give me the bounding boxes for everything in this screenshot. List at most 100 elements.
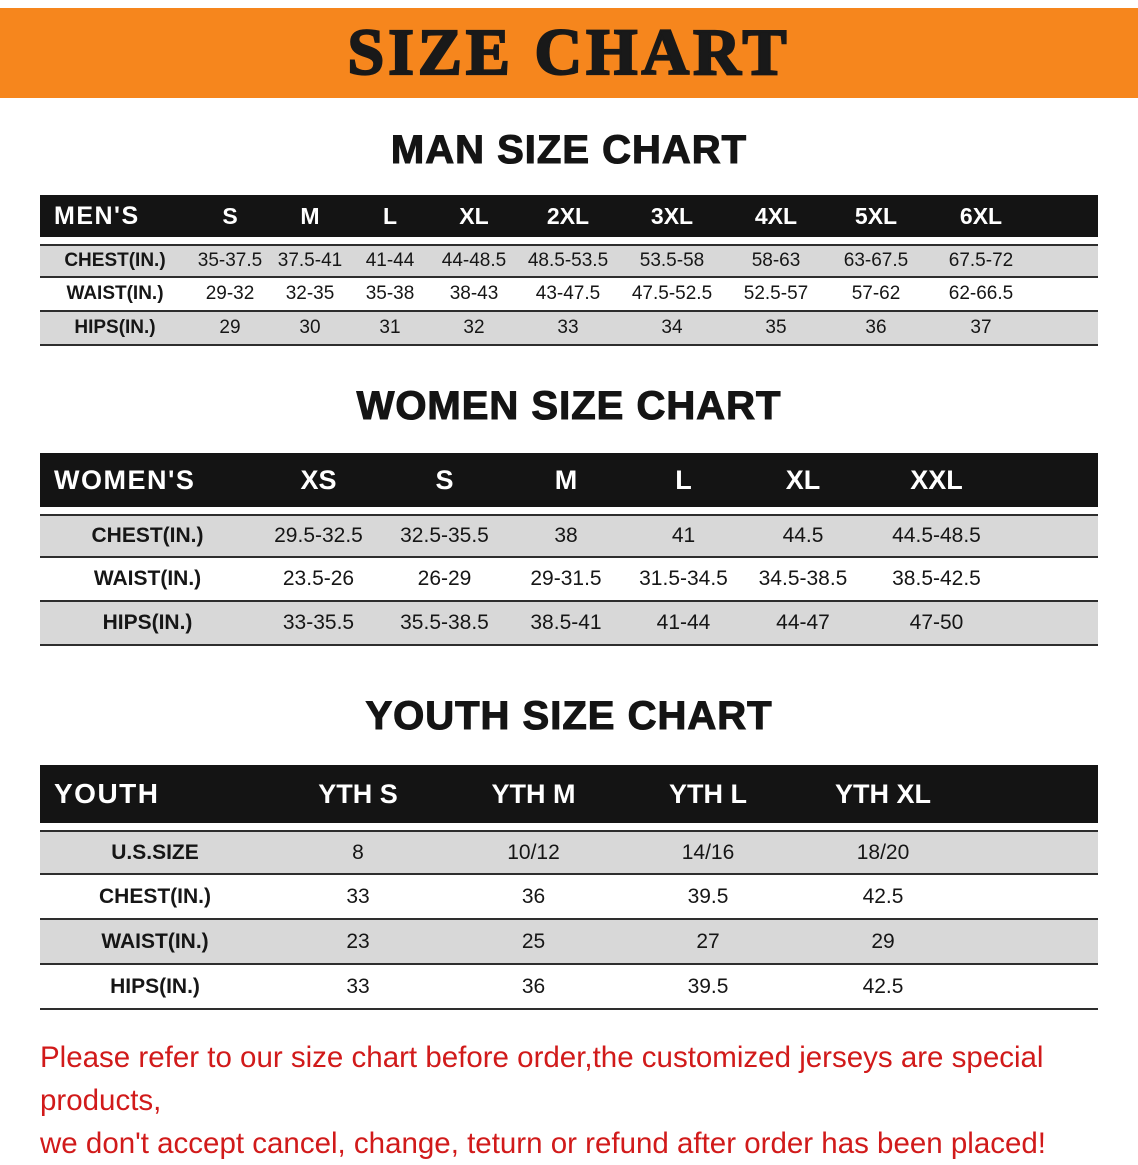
size-value: 42.5 xyxy=(862,884,904,908)
column-header: YTH M xyxy=(491,778,576,809)
size-value: 32 xyxy=(463,317,485,338)
size-value: 44-47 xyxy=(776,611,830,634)
size-value: 35.5-38.5 xyxy=(400,611,489,634)
column-header: XXL xyxy=(910,464,963,495)
size-value: 25 xyxy=(521,929,546,953)
size-value: 43-47.5 xyxy=(535,283,601,304)
size-value: 42.5 xyxy=(862,974,904,998)
size-value: 44.5-48.5 xyxy=(892,524,981,547)
row-label: HIPS(IN.) xyxy=(74,317,156,338)
column-header: L xyxy=(675,464,692,495)
size-value: 53.5-58 xyxy=(639,250,705,271)
table-row: CHEST(IN.) 33 36 39.5 42.5 xyxy=(40,875,1098,920)
row-label: U.S.SIZE xyxy=(111,840,199,864)
size-value: 58-63 xyxy=(751,250,801,271)
size-value: 48.5-53.5 xyxy=(527,250,609,271)
table-row: U.S.SIZE 8 10/12 14/16 18/20 xyxy=(40,830,1098,875)
size-value: 23 xyxy=(346,929,370,953)
youth-size-table: YOUTH YTH S YTH M YTH L YTH XL U.S.SIZE 8 10/12… xyxy=(40,765,1098,1010)
size-value: 52.5-57 xyxy=(743,283,809,304)
man-size-chart-section: MAN SIZE CHART MEN'S S M L XL 2XL 3XL 4XL 5XL 6XL… xyxy=(40,127,1098,346)
row-label: WAIST(IN.) xyxy=(93,567,202,590)
column-header: L xyxy=(382,202,398,229)
size-value: 44-48.5 xyxy=(441,250,507,271)
row-label: CHEST(IN.) xyxy=(91,524,204,547)
column-header: S xyxy=(435,464,454,495)
size-value: 41 xyxy=(671,524,696,547)
size-value: 63-67.5 xyxy=(843,250,909,271)
row-label: HIPS(IN.) xyxy=(102,611,193,634)
row-label: WAIST(IN.) xyxy=(101,929,209,953)
size-value: 29-32 xyxy=(205,283,255,304)
size-value: 47-50 xyxy=(909,611,964,634)
title-banner: SIZE CHART xyxy=(0,8,1138,98)
disclaimer: Please refer to our size chart before or… xyxy=(40,1036,1096,1165)
column-header: YTH XL xyxy=(834,778,931,809)
size-value: 35 xyxy=(765,317,787,338)
size-value: 33-35.5 xyxy=(282,611,355,634)
table-corner-label: WOMEN'S xyxy=(54,464,196,495)
size-value: 14/16 xyxy=(681,840,735,864)
column-header: 2XL xyxy=(546,202,590,229)
column-header: 5XL xyxy=(854,202,898,229)
size-value: 30 xyxy=(299,317,321,338)
size-value: 37 xyxy=(970,317,992,338)
size-value: 38.5-42.5 xyxy=(892,567,981,590)
size-value: 38-43 xyxy=(449,283,499,304)
size-value: 41-44 xyxy=(656,611,711,634)
page-title: SIZE CHART xyxy=(346,15,791,90)
column-header: XL xyxy=(459,202,489,229)
size-value: 31.5-34.5 xyxy=(639,567,728,590)
size-value: 32-35 xyxy=(285,283,335,304)
size-value: 34 xyxy=(661,317,683,338)
row-label: HIPS(IN.) xyxy=(110,974,200,998)
column-header: S xyxy=(222,202,238,229)
size-value: 36 xyxy=(865,317,887,338)
column-header: YTH L xyxy=(669,778,747,809)
table-header-row: YOUTH YTH S YTH M YTH L YTH XL xyxy=(40,765,1098,823)
table-corner-label: MEN'S xyxy=(54,201,140,230)
size-value: 18/20 xyxy=(856,840,910,864)
column-header: 6XL xyxy=(959,202,1003,229)
size-value: 27 xyxy=(696,929,720,953)
column-header: XL xyxy=(785,464,821,495)
column-header: XS xyxy=(300,464,337,495)
row-label: CHEST(IN.) xyxy=(64,250,166,271)
size-value: 33 xyxy=(346,974,370,998)
size-value: 26-29 xyxy=(417,567,472,590)
table-row: HIPS(IN.) 33 36 39.5 42.5 xyxy=(40,965,1098,1010)
table-row: CHEST(IN.) 35-37.5 37.5-41 41-44 44-48.5 48.5… xyxy=(40,244,1098,278)
size-value: 62-66.5 xyxy=(948,283,1014,304)
table-corner-label: YOUTH xyxy=(54,778,160,809)
size-value: 36 xyxy=(521,974,546,998)
size-value: 41-44 xyxy=(365,250,415,271)
table-row: WAIST(IN.) 29-32 32-35 35-38 38-43 43-47.5 47.… xyxy=(40,278,1098,312)
size-value: 29 xyxy=(219,317,241,338)
size-value: 35-38 xyxy=(365,283,415,304)
row-label: CHEST(IN.) xyxy=(99,884,211,908)
size-value: 34.5-38.5 xyxy=(758,567,848,590)
disclaimer-line-2: we don't accept cancel, change, teturn o… xyxy=(40,1127,1046,1160)
size-value: 39.5 xyxy=(687,974,729,998)
column-header: M xyxy=(554,464,578,495)
size-value: 44.5 xyxy=(782,524,824,547)
column-header: YTH S xyxy=(318,778,398,809)
size-value: 39.5 xyxy=(687,884,729,908)
size-value: 33 xyxy=(557,317,579,338)
youth-section-heading: YOUTH SIZE CHART xyxy=(365,693,773,738)
size-value: 35-37.5 xyxy=(197,250,263,271)
column-header: 3XL xyxy=(650,202,694,229)
size-chart-page: SIZE CHART MAN SIZE CHART MEN'S S M L XL 2XL 3… xyxy=(0,8,1138,1165)
table-row: HIPS(IN.) 33-35.5 35.5-38.5 38.5-41 41-44 44-… xyxy=(40,602,1098,646)
size-value: 33 xyxy=(346,884,370,908)
table-row: HIPS(IN.) 29 30 31 32 33 34 35 36 37 xyxy=(40,312,1098,346)
youth-size-chart-section: YOUTH SIZE CHART YOUTH YTH S YTH M YTH L YTH… xyxy=(40,693,1098,1010)
size-value: 38.5-41 xyxy=(530,611,602,634)
size-value: 32.5-35.5 xyxy=(400,524,489,547)
women-size-table: WOMEN'S XS S M L XL XXL CHEST(IN.) 29.5-32.5 32.5… xyxy=(40,453,1098,646)
table-row: WAIST(IN.) 23 25 27 29 xyxy=(40,920,1098,965)
size-value: 37.5-41 xyxy=(277,250,343,271)
table-row: CHEST(IN.) 29.5-32.5 32.5-35.5 38 41 44.5 44.5… xyxy=(40,514,1098,558)
size-value: 10/12 xyxy=(507,840,560,864)
size-value: 47.5-52.5 xyxy=(631,283,713,304)
